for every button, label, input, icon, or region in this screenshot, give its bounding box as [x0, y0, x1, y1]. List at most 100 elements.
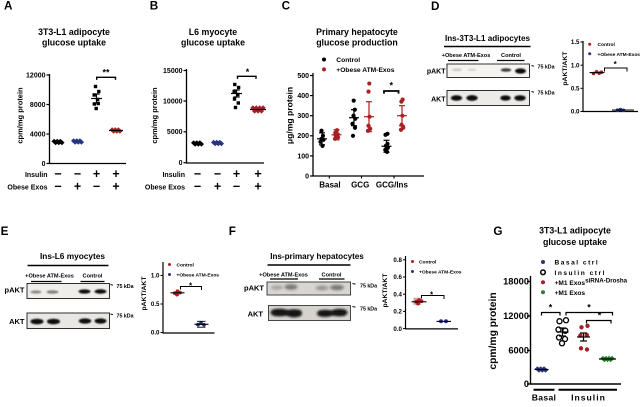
svg-text:75 kDa: 75 kDa — [360, 284, 377, 290]
svg-text:4000: 4000 — [30, 131, 46, 138]
svg-text:0.2: 0.2 — [393, 309, 402, 316]
svg-text:+: + — [112, 180, 119, 194]
svg-text:Basal ctrl: Basal ctrl — [555, 260, 600, 267]
svg-text:400: 400 — [297, 93, 309, 100]
svg-text:pAKT: pAKT — [427, 69, 446, 76]
svg-text:75 kDa: 75 kDa — [117, 284, 134, 290]
svg-text:3T3-L1 adipocyte: 3T3-L1 adipocyte — [38, 27, 110, 37]
svg-text:*: * — [390, 81, 394, 91]
svg-text:8000: 8000 — [30, 102, 46, 109]
svg-text:0.0: 0.0 — [151, 330, 160, 337]
svg-text:200: 200 — [297, 133, 309, 140]
svg-text:Ins-L6 myocytes: Ins-L6 myocytes — [40, 251, 105, 261]
svg-text:L6 myocyte: L6 myocyte — [189, 27, 238, 37]
svg-text:Obese Exos: Obese Exos — [7, 185, 47, 192]
svg-text:+M1 Exos: +M1 Exos — [555, 290, 586, 297]
svg-text:0.5: 0.5 — [151, 301, 160, 308]
svg-text:B: B — [150, 0, 158, 13]
svg-text:pAKT/AKT: pAKT/AKT — [562, 51, 569, 86]
svg-text:+Obese ATM-Exos: +Obese ATM-Exos — [25, 274, 74, 280]
svg-text:pAKT: pAKT — [5, 285, 25, 294]
svg-text:10000: 10000 — [163, 98, 183, 105]
svg-text:+Obese ATM-Exos: +Obese ATM-Exos — [259, 273, 308, 279]
svg-text:−: − — [233, 180, 240, 194]
svg-text:12000: 12000 — [503, 311, 529, 321]
svg-text:75 kDa: 75 kDa — [360, 307, 377, 313]
svg-text:Control: Control — [598, 42, 616, 48]
svg-text:F: F — [229, 225, 236, 238]
svg-text:*: * — [598, 311, 602, 321]
svg-text:Control: Control — [419, 260, 437, 266]
svg-text:cpm/mg protein: cpm/mg protein — [15, 87, 24, 144]
svg-text:pAKT/AKT: pAKT/AKT — [141, 276, 148, 311]
svg-text:Ins-primary hepatocytes: Ins-primary hepatocytes — [270, 252, 364, 261]
svg-text:18000: 18000 — [503, 277, 529, 287]
svg-text:Control: Control — [336, 57, 360, 64]
svg-text:+: + — [254, 180, 261, 194]
svg-text:0: 0 — [42, 161, 46, 168]
svg-text:GCG: GCG — [351, 181, 369, 190]
svg-text:Insulin: Insulin — [25, 172, 48, 179]
svg-text:Insulin ctrl: Insulin ctrl — [555, 270, 606, 277]
svg-text:1.5: 1.5 — [571, 39, 580, 46]
svg-text:Control: Control — [501, 53, 521, 59]
svg-text:300: 300 — [297, 113, 309, 120]
svg-text:Primary hepatocyte: Primary hepatocyte — [316, 27, 398, 37]
svg-text:μg/mg protein: μg/mg protein — [285, 87, 295, 144]
svg-text:0.0: 0.0 — [393, 326, 402, 333]
svg-text:0: 0 — [305, 173, 309, 180]
svg-text:0: 0 — [179, 160, 183, 167]
svg-text:Obese Exos: Obese Exos — [145, 185, 185, 192]
svg-text:6000: 6000 — [508, 346, 529, 356]
svg-text:−: − — [194, 180, 201, 194]
svg-text:75 kDa: 75 kDa — [117, 314, 134, 320]
svg-text:+Obese ATM-Exos: +Obese ATM-Exos — [177, 273, 220, 279]
svg-text:0.8: 0.8 — [393, 257, 402, 264]
svg-text:3T3-L1 adipocyte: 3T3-L1 adipocyte — [539, 226, 611, 236]
svg-text:Control: Control — [177, 263, 195, 269]
svg-text:+Obese ATM-Exos: +Obese ATM-Exos — [419, 270, 462, 276]
svg-text:glucose uptake: glucose uptake — [543, 237, 607, 247]
svg-text:1.0: 1.0 — [571, 62, 580, 69]
svg-text:*: * — [587, 303, 591, 313]
svg-text:**: ** — [102, 68, 110, 78]
svg-text:AKT: AKT — [248, 310, 264, 319]
svg-text:cpm/mg protein: cpm/mg protein — [488, 292, 499, 369]
svg-text:*: * — [246, 67, 250, 77]
svg-text:A: A — [4, 0, 13, 13]
svg-text:5000: 5000 — [167, 129, 183, 136]
svg-text:15000: 15000 — [163, 68, 183, 75]
svg-text:100: 100 — [297, 153, 309, 160]
svg-text:Ins-3T3-L1 adipocytes: Ins-3T3-L1 adipocytes — [445, 34, 531, 43]
svg-text:Basal: Basal — [319, 181, 340, 190]
svg-text:1.0: 1.0 — [151, 273, 160, 280]
svg-text:0.4: 0.4 — [393, 291, 402, 298]
svg-text:G: G — [493, 225, 502, 238]
svg-text:+Obese ATM-Exos: +Obese ATM-Exos — [598, 52, 640, 58]
svg-text:0.0: 0.0 — [571, 109, 580, 116]
svg-text:D: D — [431, 0, 439, 13]
svg-text:75 kDa: 75 kDa — [538, 91, 555, 97]
svg-text:AKT: AKT — [9, 317, 25, 326]
svg-text:500: 500 — [297, 73, 309, 80]
svg-text:*: * — [549, 303, 553, 313]
svg-text:−: − — [54, 180, 61, 194]
svg-text:+Obese ATM-Exos: +Obese ATM-Exos — [442, 53, 491, 59]
svg-text:75 kDa: 75 kDa — [538, 65, 555, 71]
svg-text:Insulin: Insulin — [162, 172, 185, 179]
svg-text:glucose uptake: glucose uptake — [42, 38, 106, 48]
svg-text:Basal: Basal — [532, 392, 556, 402]
svg-text:0.5: 0.5 — [571, 86, 580, 93]
svg-text:+Obese ATM-Exos: +Obese ATM-Exos — [336, 67, 394, 74]
svg-text:Control: Control — [83, 274, 103, 280]
svg-text:E: E — [1, 225, 9, 238]
svg-text:C: C — [282, 0, 291, 13]
svg-text:cpm/mg protein: cpm/mg protein — [150, 87, 159, 144]
svg-text:+: + — [214, 180, 221, 194]
svg-text:0.6: 0.6 — [393, 274, 402, 281]
svg-text:pAKT: pAKT — [244, 283, 264, 292]
svg-text:12000: 12000 — [26, 72, 46, 79]
svg-text:Control: Control — [322, 273, 342, 279]
svg-text:pAKT/AKT: pAKT/AKT — [382, 273, 389, 308]
svg-text:0: 0 — [524, 379, 529, 389]
